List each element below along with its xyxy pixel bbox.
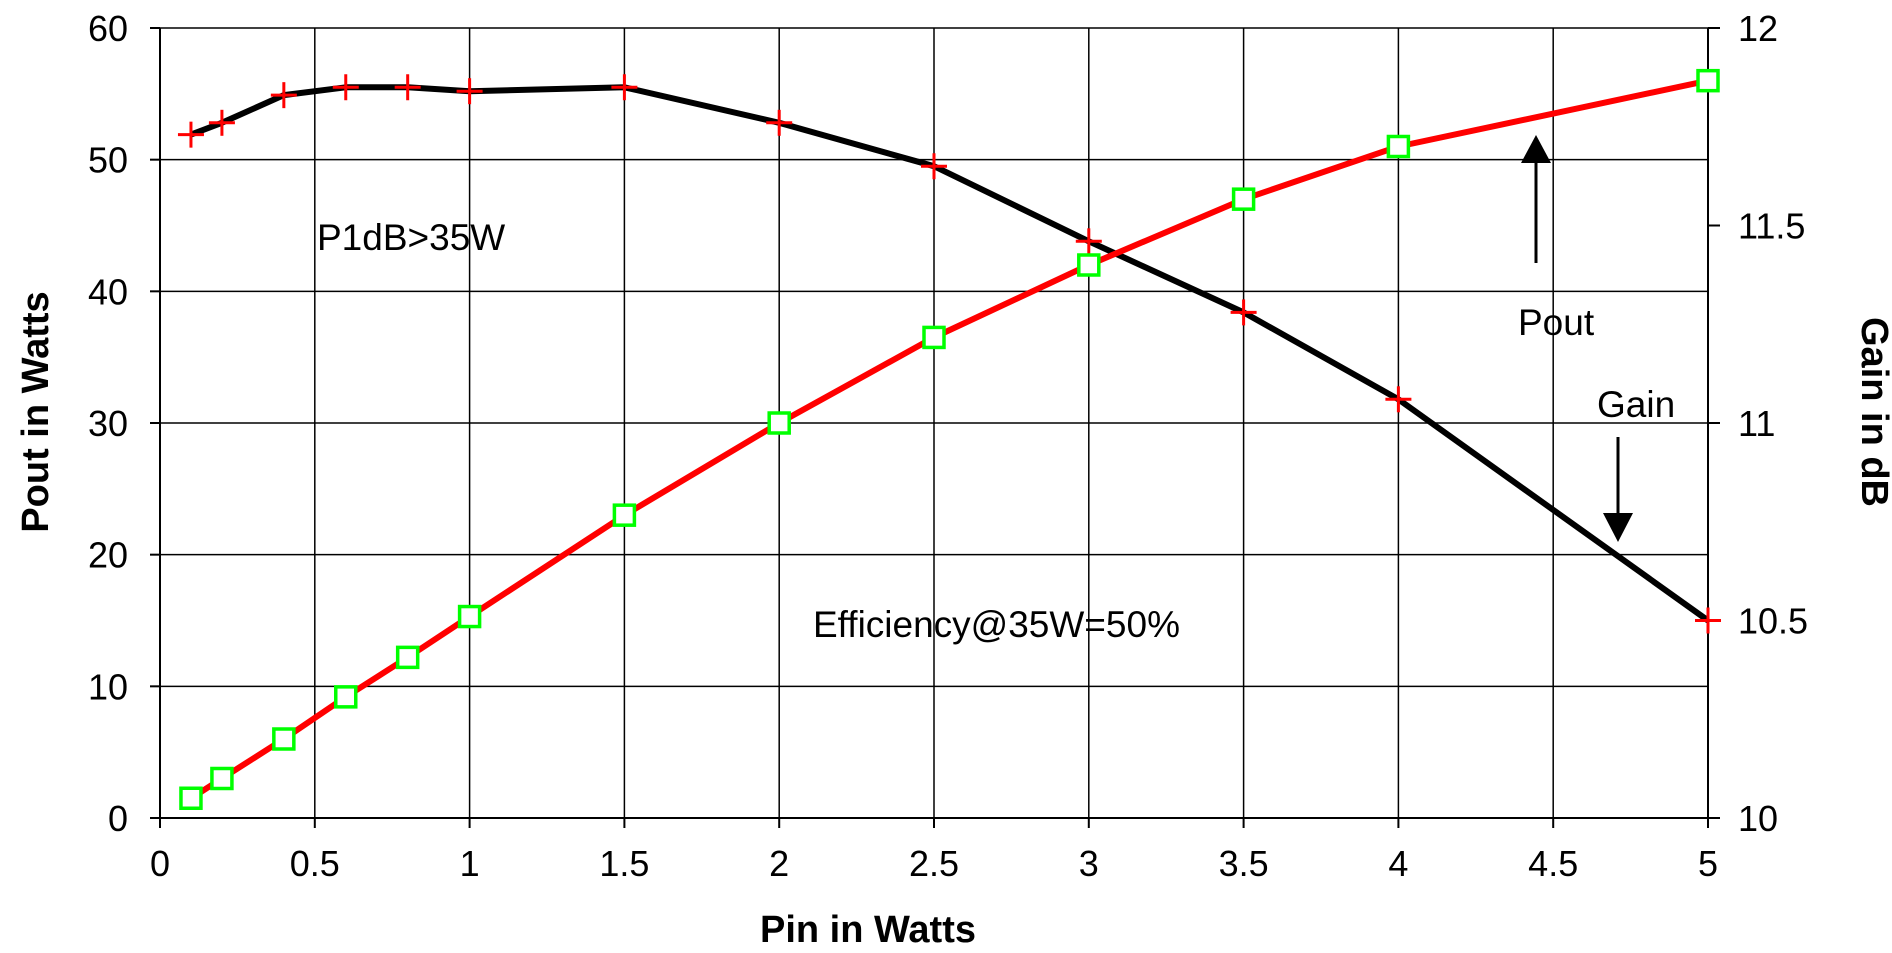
gain-marker [766, 109, 793, 136]
gain-marker [1695, 607, 1721, 634]
x-axis-title: Pin in Watts [760, 909, 976, 951]
tick-labels: 0 0.5 1 1.5 2 2.5 3 3.5 4 4.5 501020304050601010.5… [88, 8, 1808, 884]
gain-marker [1075, 228, 1102, 255]
y-tick-label: 30 [88, 403, 128, 444]
pout-marker [612, 503, 637, 527]
pout-marker [1231, 187, 1256, 211]
gain-marker [177, 121, 204, 148]
y-tick-label: 0 [108, 798, 128, 839]
pout-marker [767, 411, 791, 435]
grid-lines [159, 27, 1709, 819]
x-tick-label: 4.5 [1528, 843, 1578, 884]
gain-marker [394, 74, 421, 101]
gain-marker [921, 153, 947, 180]
gain-marker [208, 109, 235, 136]
y2-tick-label: 10.5 [1738, 601, 1808, 642]
efficiency-annotation: Efficiency@35W=50% [813, 604, 1180, 645]
y-tick-label: 10 [88, 666, 128, 707]
data-series [177, 68, 1721, 810]
p1db-annotation: P1dB>35W [317, 217, 505, 258]
pout-marker [922, 325, 946, 350]
pout-marker [210, 766, 234, 791]
pout-marker [1386, 134, 1411, 159]
gain-marker [1385, 386, 1412, 413]
y2-tick-label: 11.5 [1738, 206, 1805, 247]
x-tick-label: 1 [460, 843, 480, 884]
y-axis-title: Pout in Watts [15, 291, 57, 532]
gain-marker [1230, 299, 1257, 326]
x-tick-label: 2 [769, 843, 789, 884]
gain-arrow [1603, 437, 1633, 542]
pout-marker [272, 727, 296, 751]
axes [150, 27, 1720, 828]
pout-marker [457, 604, 482, 629]
x-tick-label: 0 [150, 843, 170, 884]
y-tick-label: 20 [88, 535, 128, 576]
pout-marker [1696, 68, 1720, 93]
pout-annotation: Pout [1518, 302, 1595, 343]
y2-tick-label: 11 [1738, 403, 1775, 444]
pout-marker [179, 786, 203, 810]
pout-marker [334, 685, 358, 709]
x-tick-label: 4 [1388, 843, 1408, 884]
gain-annotation: Gain [1597, 384, 1675, 425]
x-tick-label: 1.5 [599, 843, 649, 884]
y2-tick-label: 10 [1738, 798, 1778, 839]
y-tick-label: 50 [88, 140, 128, 181]
pout-arrow [1521, 135, 1551, 263]
y-tick-label: 40 [88, 271, 128, 312]
y2-tick-label: 12 [1738, 8, 1778, 49]
y2-axis-title: Gain in dB [1853, 317, 1892, 507]
x-tick-label: 3.5 [1219, 843, 1269, 884]
pout-marker [1077, 253, 1101, 277]
x-tick-label: 0.5 [290, 843, 340, 884]
pout-marker [395, 645, 420, 670]
pout-line [189, 77, 1709, 801]
gain-marker [456, 78, 483, 105]
gain-marker [270, 82, 297, 109]
gain-marker [332, 74, 359, 101]
x-tick-label: 3 [1079, 843, 1099, 884]
x-tick-label: 2.5 [909, 843, 959, 884]
gain-line [189, 84, 1710, 623]
y-tick-label: 60 [88, 8, 128, 49]
gain-marker [611, 74, 638, 101]
x-tick-label: 5 [1698, 843, 1718, 884]
